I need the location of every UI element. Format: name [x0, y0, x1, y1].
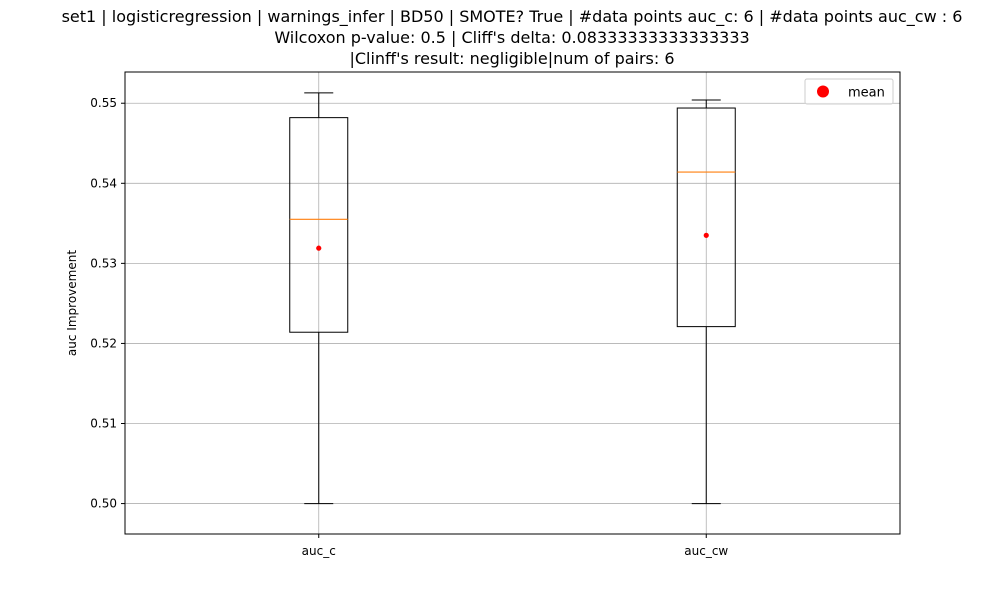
legend-marker-mean: [817, 85, 829, 98]
mean-marker-auc_cw: [703, 232, 709, 238]
y-tick-label-5: 0.55: [90, 96, 117, 110]
box-layer: [289, 92, 736, 505]
box-auc_cw: [676, 99, 736, 505]
axis-layer: 0.50 0.51 0.52 0.53 0.54 0.55 auc_c auc_cw: [90, 96, 728, 558]
chart-title: set1 | logisticregression | warnings_inf…: [62, 7, 963, 68]
iqr-box-auc_c: [289, 117, 349, 333]
grid-layer: [125, 72, 900, 534]
legend: mean: [804, 78, 894, 105]
y-axis-label: auc Improvement: [65, 250, 79, 356]
y-tick-label-2: 0.52: [90, 336, 117, 350]
mean-marker-auc_c: [316, 245, 322, 251]
legend-box: [804, 78, 894, 105]
x-tick-label-auc_cw: auc_cw: [684, 544, 728, 558]
y-tick-label-0: 0.50: [90, 497, 117, 511]
iqr-box-auc_cw: [676, 107, 736, 328]
y-tick-label-4: 0.54: [90, 176, 117, 190]
legend-label-mean: mean: [848, 86, 885, 101]
title-line-3: |Clinff's result: negligible|num of pair…: [349, 49, 674, 68]
y-tick-label-3: 0.53: [90, 256, 117, 270]
x-tick-label-auc_c: auc_c: [302, 544, 336, 558]
title-line-2: Wilcoxon p-value: 0.5 | Cliff's delta: 0…: [274, 28, 749, 47]
box-auc_c: [289, 92, 349, 505]
y-tick-label-1: 0.51: [90, 417, 117, 431]
title-line-1: set1 | logisticregression | warnings_inf…: [62, 7, 963, 27]
plot-frame: [124, 71, 901, 535]
